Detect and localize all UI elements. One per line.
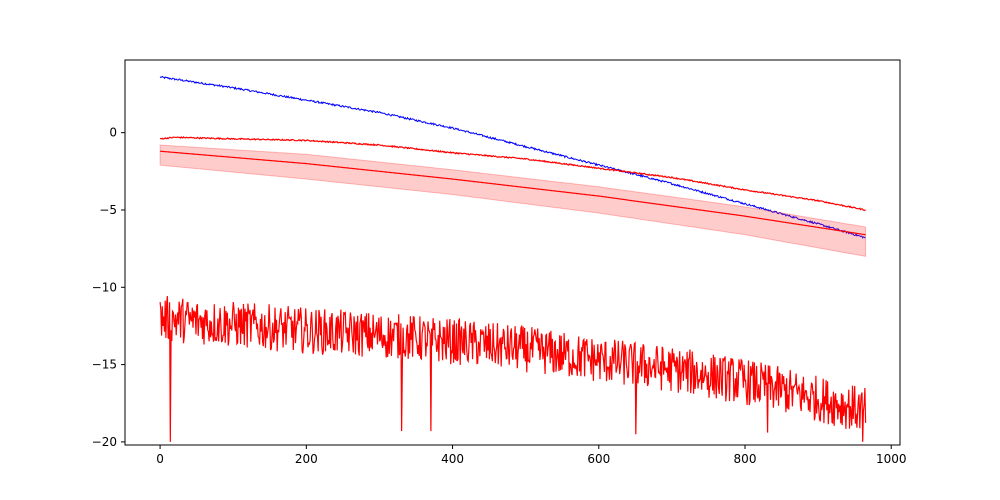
y-tick-label: 0: [109, 126, 117, 140]
x-tick-label: 600: [587, 452, 610, 466]
x-tick-label: 1000: [876, 452, 907, 466]
x-tick-label: 800: [734, 452, 757, 466]
y-tick-label: −5: [99, 203, 117, 217]
confidence-band: [159, 144, 867, 258]
y-tick-label: −15: [92, 358, 117, 372]
series-line-3: [160, 150, 866, 236]
x-axis: 0 200 400 600 800 1000: [156, 445, 906, 466]
y-tick-label: −10: [92, 280, 117, 294]
axes-frame: [124, 59, 901, 446]
series-line-2: [159, 136, 866, 212]
x-tick-label: 200: [295, 452, 318, 466]
series-line-1: [159, 75, 866, 239]
y-axis: 0 −5 −10 −15 −20: [92, 126, 125, 449]
plot-area: [159, 75, 867, 442]
x-tick-label: 0: [156, 452, 164, 466]
y-tick-label: −20: [92, 435, 117, 449]
x-tick-label: 400: [441, 452, 464, 466]
series-line-4: [159, 296, 867, 442]
